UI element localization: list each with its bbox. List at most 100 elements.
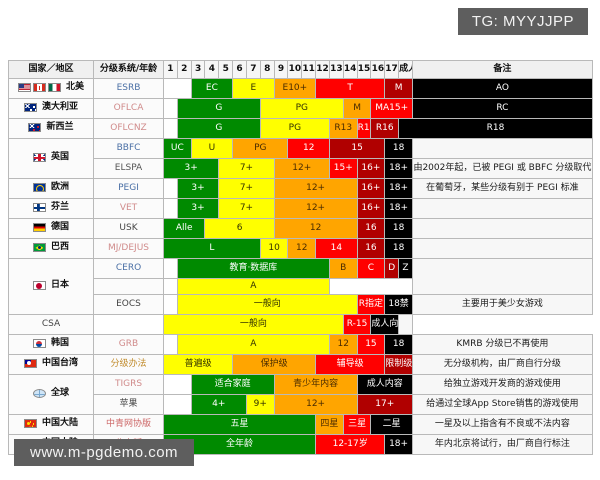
country-cell: 中国台湾	[8, 354, 94, 375]
system-cell-continued	[93, 278, 164, 295]
table-header-row: 国家／地区 分级系统/年龄 1234567891011121314151617+…	[8, 60, 593, 79]
system-cell: USK	[93, 218, 164, 239]
rating-cell: 7+	[218, 158, 275, 179]
rating-cell: M	[342, 98, 372, 119]
rating-cell: 一般向	[163, 314, 344, 335]
country-cell: 全球	[8, 374, 94, 415]
table-row: 中国台湾 分级办法 普遍级 保护级 辅导级 限制级 无分级机构，由厂商自行分级	[8, 354, 593, 375]
table-row: 日本 CERO 教育·数据库 B C D Z	[8, 258, 593, 315]
rating-cell: 3+	[176, 198, 220, 219]
note-cell: 主要用于美少女游戏	[411, 294, 593, 315]
rating-cell: 全年龄	[162, 434, 317, 455]
rating-cell: U	[190, 138, 234, 159]
flag-nz-icon	[28, 123, 42, 133]
country-label: 中国台湾	[41, 358, 78, 369]
header-age-2: 2	[176, 60, 192, 79]
rating-cell: 4+	[190, 394, 247, 415]
rating-cell: 教育·数据库	[176, 258, 330, 279]
rating-cell: 17+	[356, 394, 413, 415]
rating-cell: 15	[328, 138, 386, 159]
rating-cell: M	[384, 78, 413, 99]
note-cell	[411, 138, 593, 159]
rating-cell: 成人内容	[356, 374, 413, 395]
rating-cell	[163, 334, 178, 355]
rating-cell: 10	[259, 238, 289, 259]
rating-cell	[163, 198, 178, 219]
rating-cell: UC	[163, 138, 192, 159]
system-cell: MJ/DEJUS	[93, 238, 164, 259]
country-cell: 芬兰	[8, 198, 94, 219]
rating-cell: MA15+	[370, 98, 413, 119]
rating-cell: AO	[411, 78, 593, 99]
rating-cell: 三星	[342, 414, 372, 435]
note-cell: KMRB 分级已不再使用	[411, 334, 593, 355]
country-label: 新西兰	[46, 122, 74, 133]
table-row: 全球 TIGRS 适合家庭 青少年内容 成人内容 给独立游戏开发商的游戏使用	[8, 374, 593, 415]
country-label: 英国	[50, 152, 69, 163]
country-cell: 欧洲	[8, 178, 94, 199]
rating-cell: B	[328, 258, 358, 279]
header-system: 分级系统/年龄	[93, 60, 164, 79]
country-cell: 德国	[8, 218, 94, 239]
rating-cell: 一般向	[176, 294, 358, 315]
rating-cell: R-15	[342, 314, 372, 335]
note-cell: 在葡萄牙，某些分级有别于 PEGI 标准	[411, 178, 593, 199]
rating-cell: 7+	[218, 178, 275, 199]
rating-cell: 12+	[273, 158, 330, 179]
rating-cell: 适合家庭	[190, 374, 275, 395]
table-row: 欧洲 PEGI 3+ 7+ 12+ 16+ 18+ 在葡萄牙，某些分级有别于 PEGI 标准	[8, 178, 593, 199]
rating-cell: A	[176, 278, 330, 295]
rating-cell: R18	[398, 118, 593, 139]
table-row: 新西兰 OFLCNZ GPGR13R15R16R18	[8, 118, 593, 139]
rating-cell: 辅导级	[315, 354, 386, 375]
rating-cell	[163, 98, 178, 119]
header-age-3: 3	[190, 60, 206, 79]
rating-cell: 15	[356, 334, 386, 355]
country-cell: 北美	[8, 78, 94, 99]
rating-cell: A	[176, 334, 330, 355]
country-label: 中国大陆	[41, 418, 78, 429]
rating-cell: R13	[328, 118, 358, 139]
rating-cell: Alle	[162, 218, 206, 239]
table-row: 芬兰 VET 3+ 7+ 12+ 16+ 18+	[8, 198, 593, 219]
system-cell: EOCS	[93, 294, 164, 315]
table-row: 中国大陆 中青网协版 五星 四星 三星 二星 一星及以上指含有不良或不法内容	[8, 414, 593, 435]
system-cell: CSA	[8, 314, 94, 335]
rating-cell: PG	[259, 98, 344, 119]
system-cell: 分级办法	[93, 354, 164, 375]
rating-cell-filler	[329, 279, 412, 295]
header-age-11: 11	[301, 60, 317, 79]
header-age-5: 5	[218, 60, 234, 79]
rating-cell: 五星	[162, 414, 317, 435]
rating-cell: T	[315, 78, 386, 99]
rating-cell: 18	[384, 218, 413, 239]
flag-globe-icon	[32, 389, 46, 399]
rating-cell: 12	[273, 218, 358, 239]
header-age-14: 14	[342, 60, 358, 79]
rating-cell: 9+	[245, 394, 275, 415]
system-cell: PEGI	[93, 178, 164, 199]
rating-cell: D	[384, 258, 400, 279]
rating-cell	[163, 294, 178, 315]
country-label: 欧洲	[50, 182, 69, 193]
rating-cell: 16+	[356, 198, 386, 219]
rating-cell: PG	[259, 118, 330, 139]
rating-cell: 6	[204, 218, 275, 239]
rating-cell: 18	[384, 238, 413, 259]
rating-cell: 15+	[328, 158, 358, 179]
rating-cell: 12	[287, 238, 317, 259]
rating-cell: E10+	[273, 78, 317, 99]
flag-mx-icon	[47, 83, 61, 93]
table-body: 北美ESRBECEE10+TMAO澳大利亚OFLCAGPGMMA15+RCRC等…	[8, 78, 593, 455]
flag-gb-icon	[32, 153, 46, 163]
header-country: 国家／地区	[8, 60, 94, 79]
country-label: 澳大利亚	[41, 102, 78, 113]
note-cell: 由2002年起，已被 PEGI 或 BBFC 分级取代	[411, 158, 593, 179]
rating-cell	[163, 78, 192, 99]
system-cell: VET	[93, 198, 164, 219]
rating-cell: 18	[384, 334, 413, 355]
note-cell	[398, 314, 413, 335]
watermark-top-right: TG: MYYJJPP	[457, 8, 588, 35]
system-cell: BBFC	[93, 138, 164, 159]
country-cell: 新西兰	[8, 118, 94, 139]
